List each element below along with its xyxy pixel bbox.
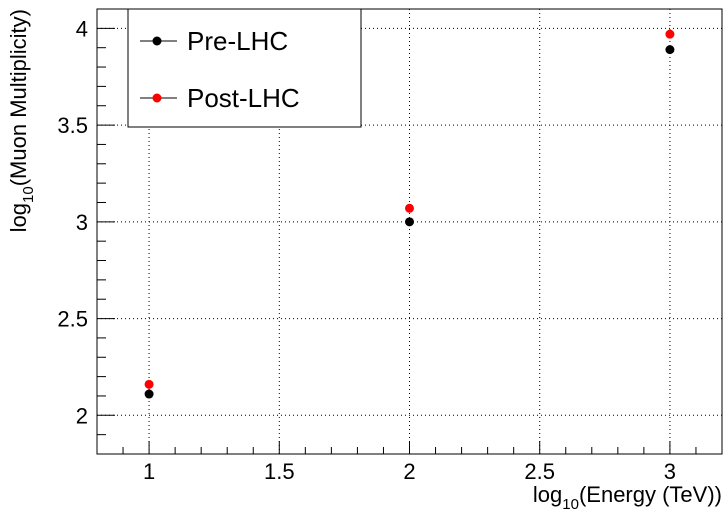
y-tick-label-3: 3	[76, 210, 88, 235]
series-0-point-2	[665, 45, 675, 55]
series-0-point-1	[405, 217, 414, 227]
x-tick-label-2: 2	[403, 459, 415, 484]
series-1-point-1	[405, 203, 414, 213]
y-axis-title-suffix: (Muon Multiplicity)	[6, 9, 31, 186]
y-tick-label-3-5: 3.5	[57, 113, 88, 138]
x-axis-title-suffix: (Energy (TeV))	[579, 482, 722, 507]
legend-box	[127, 8, 362, 128]
legend-marker-0	[152, 36, 162, 46]
y-tick-label-4: 4	[76, 16, 88, 41]
legend: Pre-LHC Post-LHC	[127, 8, 362, 128]
series-0-point-0	[144, 389, 154, 399]
legend-entries: Pre-LHC Post-LHC	[140, 26, 300, 113]
y-axis-title: log10(Muon Multiplicity)	[6, 9, 37, 232]
y-tick-label-2-5: 2.5	[57, 307, 88, 332]
series-1-point-2	[665, 29, 675, 39]
series-1-point-0	[144, 379, 154, 389]
x-tick-label-3: 3	[664, 459, 676, 484]
legend-label-1: Post-LHC	[187, 83, 300, 113]
x-tick-label-2-5: 2.5	[524, 459, 555, 484]
x-tick-label-1: 1	[143, 459, 155, 484]
x-axis-title-prefix: log	[533, 482, 562, 507]
data-points	[144, 29, 675, 399]
tick-labels: 1 1.5 2 2.5 3 2 2.5 3 3.5 4	[57, 16, 676, 484]
legend-label-0: Pre-LHC	[187, 26, 288, 56]
x-axis-title-subscript: 10	[562, 496, 579, 513]
y-axis-title-prefix: log	[6, 203, 31, 232]
legend-marker-1	[152, 93, 162, 103]
x-axis-title: log10(Energy (TeV))	[533, 482, 722, 513]
plot-frame	[96, 8, 723, 455]
y-axis-title-subscript: 10	[20, 186, 37, 203]
x-tick-label-1-5: 1.5	[264, 459, 295, 484]
y-tick-label-2: 2	[76, 403, 88, 428]
